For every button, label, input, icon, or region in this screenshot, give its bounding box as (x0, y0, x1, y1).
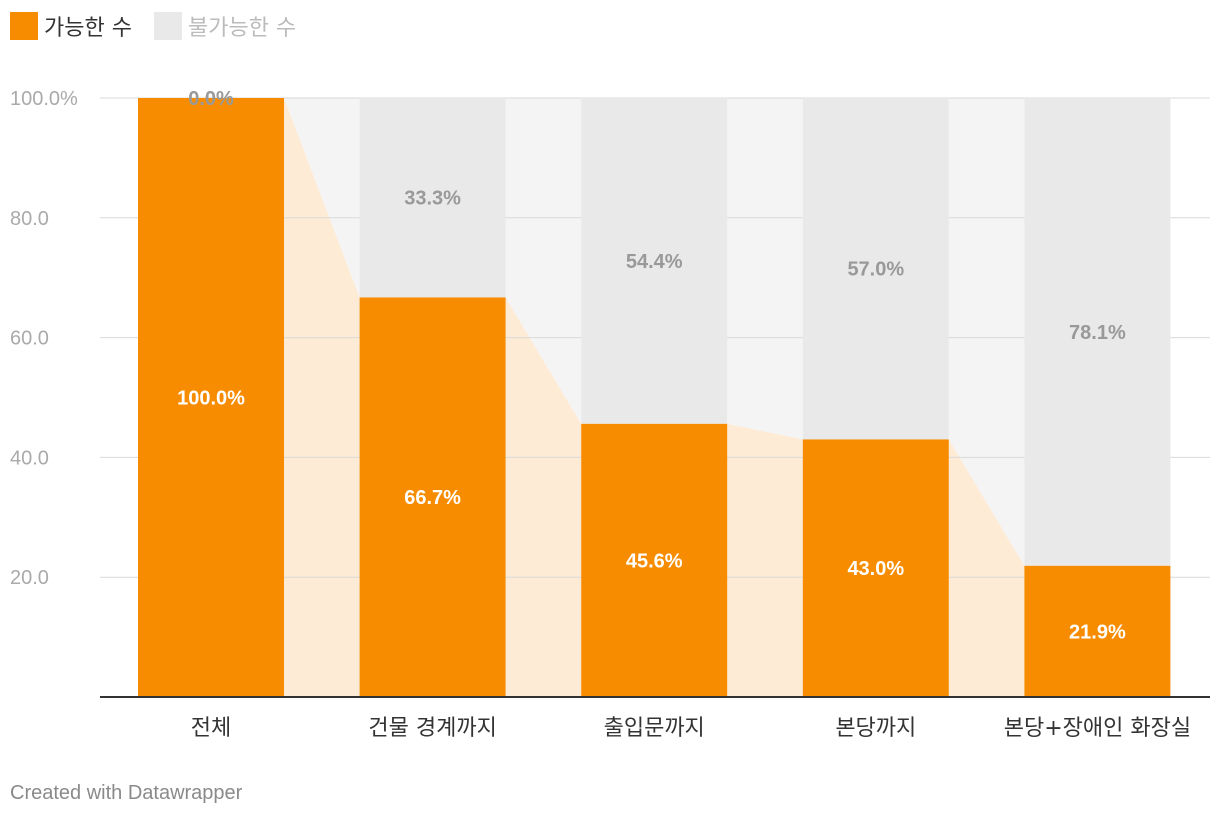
value-labels: 100.0% 0.0% 66.7% 33.3% 45.6% 54.4% 43.0% 57.0%… (177, 88, 1126, 643)
x-axis: 전체 건물 경계까지 출입문까지 본당까지 본당+장애인 화장실 (100, 696, 1210, 741)
connector-impossible (284, 98, 360, 298)
bar-possible (138, 98, 284, 697)
connector-impossible (948, 98, 1025, 566)
stacked-bar-chart: 20.0 40.0 60.0 80.0 100.0% 전체 건물 경계까지 출입문까지 본당까… (10, 88, 1210, 741)
y-axis: 20.0 40.0 60.0 80.0 100.0% (10, 88, 78, 589)
legend-swatch-possible (10, 12, 38, 40)
y-tick-label: 100.0% (10, 88, 78, 110)
legend: 가능한 수 불가능한 수 (10, 10, 296, 42)
x-tick-label: 본당+장애인 화장실 (1004, 716, 1191, 741)
legend-label-impossible: 불가능한 수 (187, 16, 297, 41)
bar-possible (1024, 565, 1171, 697)
connector-layer (284, 98, 1025, 697)
legend-item-possible[interactable]: 가능한 수 (10, 10, 132, 42)
connector-impossible (727, 98, 803, 440)
bar-possible (802, 439, 949, 697)
x-tick-label: 전체 (191, 716, 231, 741)
data-label-impossible: 57.0% (847, 259, 904, 281)
data-label-possible: 21.9% (1069, 621, 1126, 643)
connector-possible (948, 439, 1025, 697)
y-tick-label: 80.0 (10, 208, 49, 230)
bar-impossible (581, 98, 728, 424)
bar-impossible (1024, 98, 1171, 566)
x-tick-label: 출입문까지 (604, 716, 705, 741)
data-label-possible: 43.0% (847, 558, 904, 580)
x-tick-label: 본당까지 (835, 716, 916, 741)
bar-possible (581, 423, 728, 697)
y-tick-label: 60.0 (10, 328, 49, 350)
data-label-possible: 66.7% (404, 487, 461, 509)
legend-swatch-impossible (153, 12, 182, 40)
data-label-impossible: 78.1% (1069, 322, 1126, 344)
connector-impossible (505, 98, 582, 424)
data-label-impossible: 0.0% (188, 88, 234, 110)
y-tick-label: 40.0 (10, 447, 49, 469)
bars-layer (138, 98, 1171, 697)
x-tick-label: 건물 경계까지 (368, 716, 496, 741)
footer-credit[interactable]: Created with Datawrapper (10, 782, 243, 804)
data-label-possible: 100.0% (177, 388, 245, 410)
data-label-possible: 45.6% (626, 550, 683, 572)
data-label-impossible: 54.4% (626, 251, 683, 273)
connector-possible (505, 297, 582, 697)
legend-item-impossible[interactable]: 불가능한 수 (153, 10, 297, 42)
bar-impossible (802, 98, 949, 440)
bar-possible (359, 297, 506, 697)
bar-impossible (359, 98, 506, 298)
connector-possible (727, 423, 803, 697)
legend-label-possible: 가능한 수 (44, 16, 132, 41)
y-tick-label: 20.0 (10, 567, 49, 589)
connector-possible (284, 98, 360, 697)
data-label-impossible: 33.3% (404, 188, 461, 210)
